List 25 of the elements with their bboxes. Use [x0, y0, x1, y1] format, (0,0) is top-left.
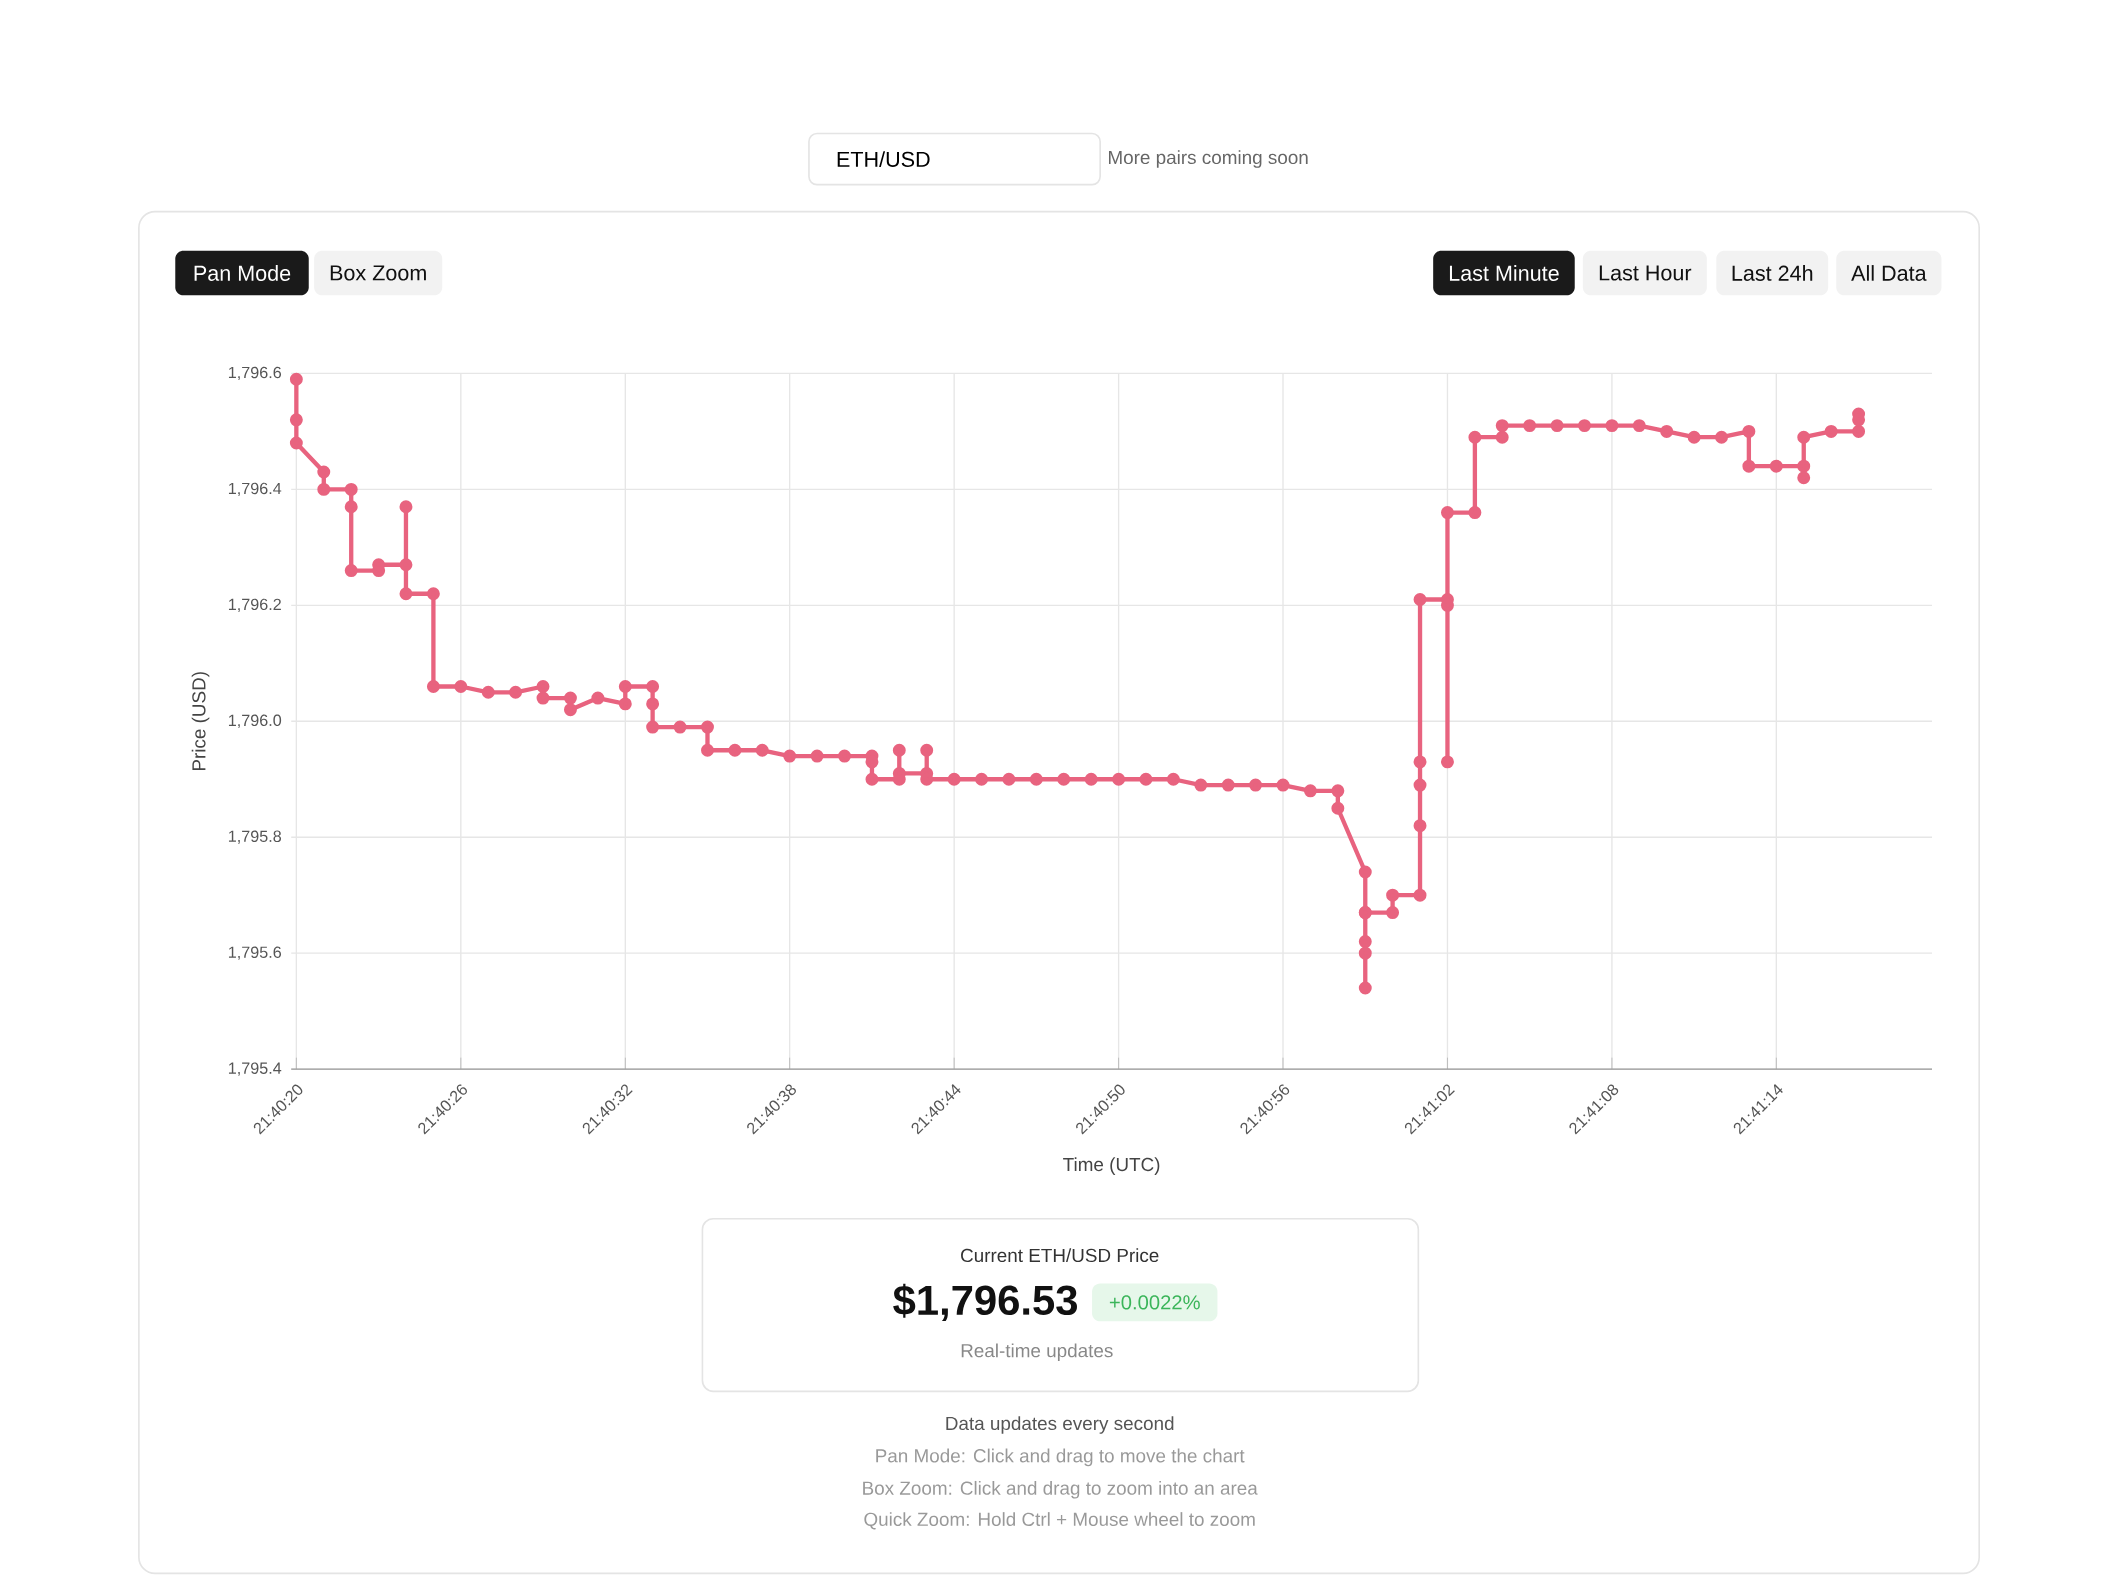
text: Pan Mode	[194, 265, 291, 281]
chart-subtitle: ETH/USD	[837, 151, 930, 167]
text: Current ETH/USD Price	[961, 1248, 1159, 1263]
y-tick-label: 1,796.2	[228, 598, 281, 612]
text: Pan Mode: Click and drag to move the chart	[876, 1448, 1245, 1467]
text: Real-time updates	[961, 1343, 1113, 1361]
y-tick-label: 1,796.0	[228, 714, 282, 728]
y-tick-label: 1,796.6	[228, 366, 282, 381]
y-tick-label: 1,795.8	[228, 830, 282, 844]
y-tick-label: 1,795.6	[228, 946, 282, 960]
y-tick-label: 1,795.4	[228, 1062, 282, 1076]
text: Box Zoom: Click and drag to zoom into an area	[863, 1480, 1258, 1499]
y-axis-title: Price (USD)	[191, 672, 210, 771]
text: All Data	[1851, 265, 1927, 281]
text: Last Minute	[1449, 265, 1559, 281]
text: Last 24h	[1732, 265, 1813, 281]
text: +0.0022%	[1109, 1295, 1200, 1310]
x-axis-title: Time (UTC)	[1063, 1157, 1160, 1175]
text: $1,796.53	[893, 1283, 1077, 1322]
y-tick-label: 1,796.4	[228, 482, 282, 497]
text: Last Hour	[1599, 265, 1692, 281]
text: Box Zoom	[330, 265, 426, 281]
text: More pairs coming soon	[1109, 150, 1308, 168]
text: Quick Zoom: Hold Ctrl + Mouse wheel to zoom	[864, 1512, 1255, 1530]
text: Data updates every second	[946, 1416, 1174, 1434]
